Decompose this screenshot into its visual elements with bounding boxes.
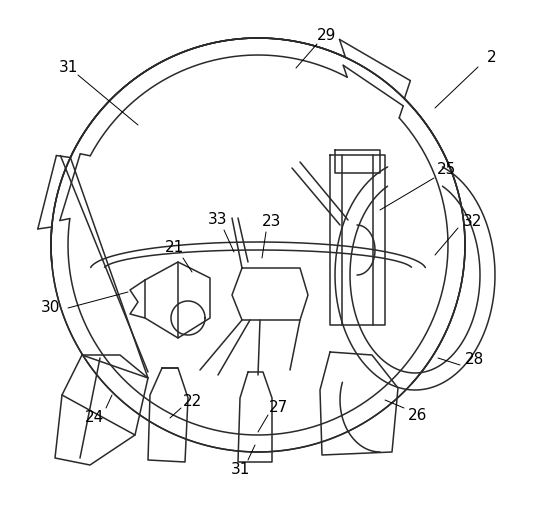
- Text: 21: 21: [165, 241, 185, 255]
- Text: 33: 33: [208, 213, 228, 228]
- Text: 28: 28: [466, 352, 485, 368]
- Text: 32: 32: [462, 215, 482, 230]
- Text: 22: 22: [182, 394, 202, 409]
- Text: 31: 31: [230, 462, 250, 477]
- Text: 30: 30: [40, 300, 60, 316]
- Text: 23: 23: [262, 215, 282, 230]
- Text: 29: 29: [317, 27, 337, 43]
- Text: 26: 26: [408, 407, 428, 422]
- Text: 27: 27: [268, 401, 288, 416]
- Text: 2: 2: [487, 50, 497, 65]
- Text: 24: 24: [86, 410, 105, 425]
- Text: 25: 25: [437, 163, 456, 178]
- Text: 31: 31: [59, 60, 78, 76]
